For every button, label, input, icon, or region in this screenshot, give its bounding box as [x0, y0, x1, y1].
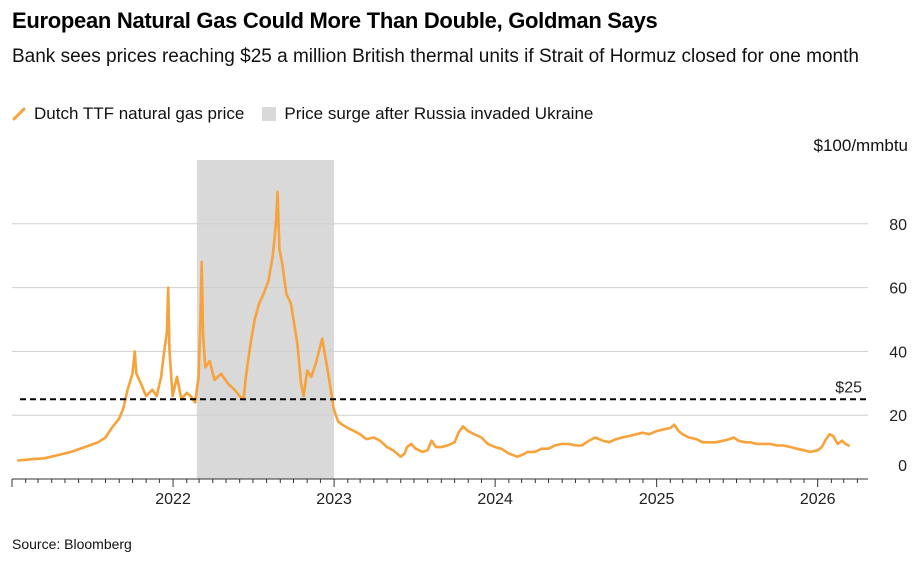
x-tick-label: 2024 — [477, 491, 513, 508]
legend-shade-label: Price surge after Russia invaded Ukraine — [284, 104, 594, 123]
legend-item-shade: Price surge after Russia invaded Ukraine — [262, 104, 593, 124]
y-axis-unit-label: $100/mmbtu — [813, 136, 909, 155]
y-tick-label: 80 — [889, 217, 907, 234]
legend-item-series: Dutch TTF natural gas price — [12, 104, 244, 124]
series-line-ttf — [16, 190, 850, 462]
y-tick-label: 20 — [889, 408, 907, 425]
chart-subtitle: Bank sees prices reaching $25 a million … — [12, 46, 859, 67]
y-tick-label: 40 — [889, 344, 907, 361]
reference-line-label: $25 — [835, 379, 862, 396]
legend-shade-swatch — [262, 107, 277, 121]
y-tick-label: 60 — [889, 281, 907, 298]
x-tick-label: 2026 — [800, 491, 836, 508]
x-tick-label: 2025 — [639, 491, 675, 508]
y-tick-label: 0 — [898, 458, 907, 475]
legend-series-label: Dutch TTF natural gas price — [34, 104, 245, 123]
x-tick-label: 2023 — [316, 491, 352, 508]
shaded-region — [196, 160, 335, 479]
x-tick-label: 2022 — [155, 491, 191, 508]
chart-title: European Natural Gas Could More Than Dou… — [12, 8, 658, 33]
legend-line-icon — [12, 107, 26, 121]
legend: Dutch TTF natural gas price Price surge … — [12, 102, 611, 126]
source-note: Source: Bloomberg — [12, 536, 132, 552]
